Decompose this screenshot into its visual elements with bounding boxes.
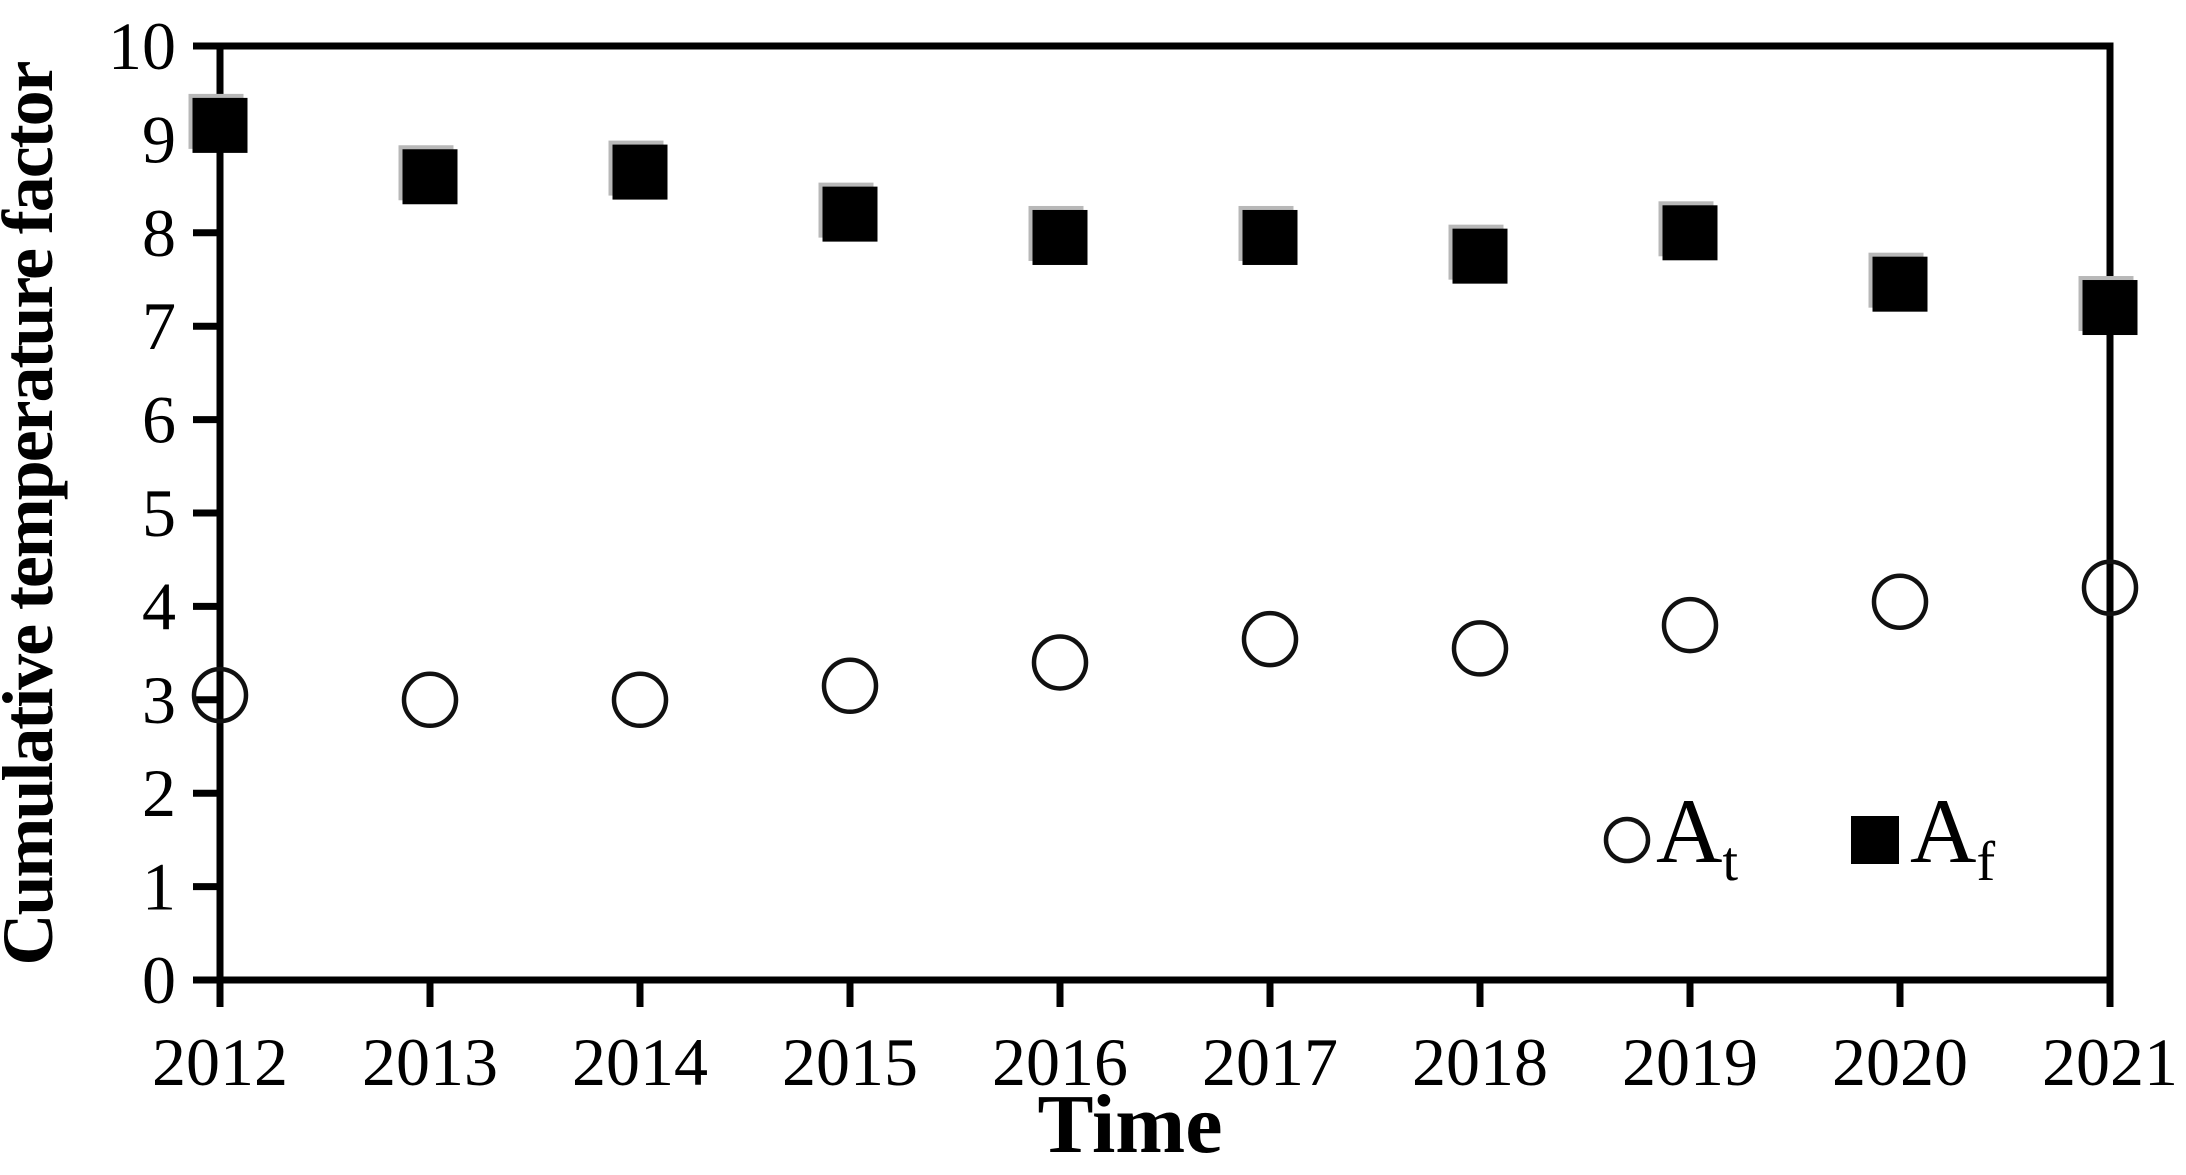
y-tick-label-3: 3 (142, 662, 176, 738)
marker-At-2019 (1661, 596, 1719, 654)
open-circle-icon (1603, 816, 1651, 864)
x-tick-label-2019: 2019 (1622, 1024, 1758, 1100)
x-tick-label-2014: 2014 (572, 1024, 708, 1100)
y-tick-label-6: 6 (142, 382, 176, 458)
y-tick-label-10: 10 (108, 8, 176, 84)
y-tick-label-9: 9 (142, 101, 176, 177)
legend-at-sub: t (1722, 831, 1738, 893)
marker-At-2015 (821, 657, 879, 715)
y-axis-label: Cumulative temperature factor (0, 61, 68, 966)
y-tick-label-7: 7 (142, 288, 176, 364)
plot-frame (216, 42, 2114, 984)
x-tick-label-2020: 2020 (1832, 1024, 1968, 1100)
marker-At-2021 (2081, 559, 2139, 616)
marker-At-2016 (1031, 634, 1089, 691)
marker-At-2018 (1451, 620, 1509, 677)
marker-At-2017 (1241, 610, 1299, 668)
legend-label-at: At (1656, 780, 1738, 893)
x-tick-label-2015: 2015 (782, 1024, 918, 1100)
x-tick-label-2018: 2018 (1412, 1024, 1548, 1100)
marker-Af-2012 (192, 97, 248, 153)
marker-Af-2013 (402, 149, 458, 205)
legend: At Af (1603, 780, 1995, 893)
y-tick-label-5: 5 (142, 475, 176, 551)
filled-square-icon (1851, 816, 1899, 864)
legend-af-main: A (1910, 780, 1976, 882)
marker-At-2013 (401, 671, 459, 729)
legend-af-sub: f (1976, 831, 1995, 893)
y-tick-label-0: 0 (142, 942, 176, 1018)
y-axis: 0 1 2 3 4 5 6 7 8 9 10 (108, 8, 220, 1018)
marker-At-2014 (611, 671, 669, 729)
x-tick-label-2013: 2013 (362, 1024, 498, 1100)
marker-Af-2021 (2082, 280, 2138, 336)
marker-Af-2014 (612, 144, 668, 200)
data-points (188, 93, 2139, 729)
y-tick-label-2: 2 (142, 755, 176, 831)
legend-label-af: Af (1910, 780, 1995, 893)
marker-Af-2016 (1032, 209, 1088, 265)
marker-At-2020 (1871, 573, 1929, 630)
x-axis-label: Time (1037, 1078, 1222, 1171)
x-tick-label-2021: 2021 (2042, 1024, 2178, 1100)
y-tick-label-4: 4 (142, 568, 176, 644)
legend-item-af: Af (1851, 780, 1995, 893)
marker-Af-2018 (1452, 228, 1508, 284)
x-tick-label-2016: 2016 (992, 1024, 1128, 1100)
marker-Af-2019 (1662, 205, 1718, 261)
legend-at-main: A (1656, 780, 1722, 882)
legend-item-at: At (1603, 780, 1738, 893)
x-axis: 2012 2013 2014 2015 2016 2017 2018 2019 2020 2021 (152, 980, 2178, 1100)
x-tick-label-2017: 2017 (1202, 1024, 1338, 1100)
x-tick-label-2012: 2012 (152, 1024, 288, 1100)
y-tick-label-1: 1 (142, 849, 176, 925)
marker-Af-2020 (1872, 256, 1928, 312)
marker-Af-2017 (1242, 209, 1298, 265)
y-tick-label-8: 8 (142, 195, 176, 271)
marker-At-2012 (191, 666, 249, 724)
marker-Af-2015 (822, 186, 878, 242)
